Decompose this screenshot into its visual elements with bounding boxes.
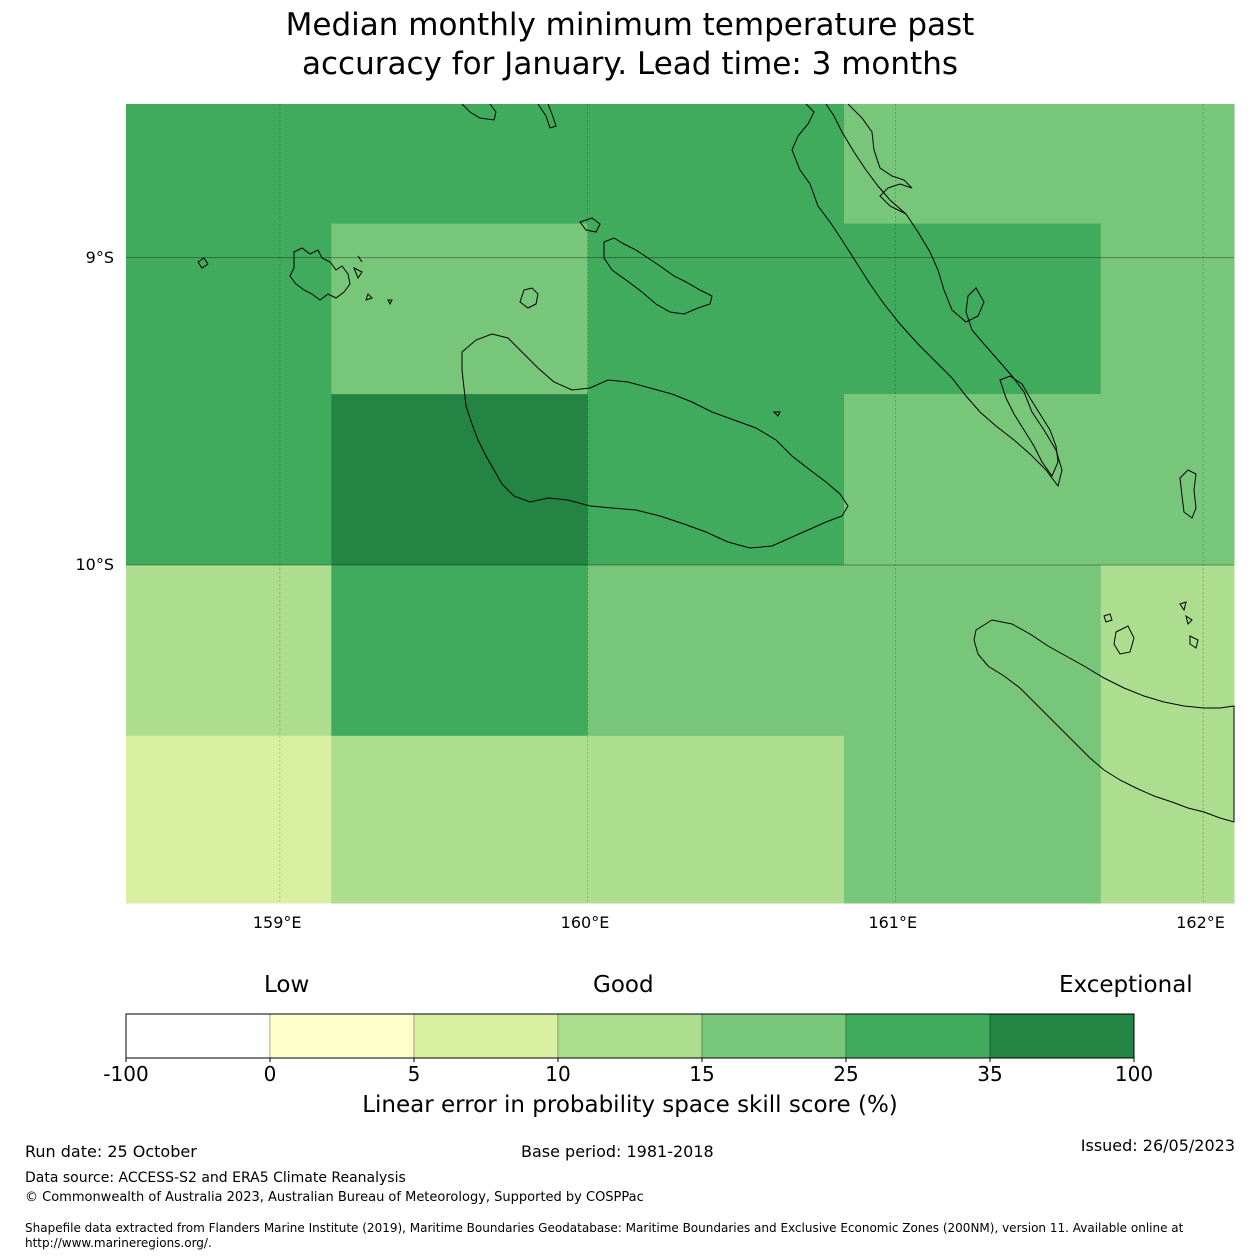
coast-guadalcanal — [461, 333, 849, 549]
colorbar-tick-label: 35 — [977, 1062, 1003, 1086]
coast-savo — [579, 217, 601, 233]
skill-cell — [331, 223, 589, 395]
skill-cell — [126, 104, 332, 225]
skill-cell — [331, 394, 589, 566]
skill-cell — [126, 735, 332, 904]
colorbar-tick-label: 100 — [1114, 1062, 1154, 1086]
longitude-tick-label: 161°E — [868, 913, 918, 932]
skill-cell — [844, 735, 1102, 904]
skill-cell — [1100, 735, 1235, 904]
coast-russell-islet-4 — [387, 299, 393, 306]
shapefile-credit-line-1: Shapefile data extracted from Flanders M… — [25, 1221, 1184, 1235]
coast-florida-islands — [603, 237, 713, 315]
colorbar-low-label: Low — [264, 972, 310, 998]
data-source: Data source: ACCESS-S2 and ERA5 Climate … — [25, 1170, 406, 1186]
coast-russell-west — [197, 257, 209, 269]
colorbar-segment — [413, 1013, 559, 1059]
base-period: Base period: 1981-2018 — [521, 1142, 714, 1161]
skill-cell — [1100, 223, 1235, 395]
colorbar-segment — [269, 1013, 415, 1059]
colorbar-segment — [701, 1013, 847, 1059]
skill-cell — [587, 735, 845, 904]
coast-russell-islet-3 — [365, 293, 373, 301]
colorbar-good-label: Good — [593, 972, 654, 998]
coast-makira-islet-2 — [1113, 625, 1135, 655]
colorbar-label: Linear error in probability space skill … — [362, 1092, 898, 1118]
coast-ulawa — [1179, 469, 1197, 519]
colorbar-tick-label: 15 — [689, 1062, 715, 1086]
graticule — [126, 104, 1234, 903]
skill-cell — [587, 564, 845, 737]
skill-cell — [844, 223, 1102, 395]
skill-cell — [844, 394, 1102, 566]
run-date: Run date: 25 October — [25, 1142, 197, 1161]
colorbar — [125, 1013, 1135, 1062]
skill-cell — [587, 104, 845, 225]
coast-russell-islet-2 — [357, 255, 363, 263]
coast-makira-islet-5 — [1189, 635, 1199, 649]
coast-small-island — [519, 287, 539, 309]
issued-date: Issued: 26/05/2023 — [1080, 1136, 1235, 1155]
skill-cell — [1100, 104, 1235, 225]
latitude-tick-label: 9°S — [85, 247, 114, 267]
skill-cell — [331, 735, 589, 904]
chart-title: Median monthly minimum temperature past … — [0, 6, 1260, 84]
skill-cell — [331, 104, 589, 225]
latitude-tick-label: 10°S — [75, 554, 114, 574]
coast-small-malaita — [999, 375, 1059, 478]
colorbar-tick-label: 10 — [545, 1062, 571, 1086]
longitude-tick-label: 162°E — [1176, 913, 1225, 932]
title-line-2: accuracy for January. Lead time: 3 month… — [301, 46, 958, 82]
shapefile-credit-line-2: http://www.marineregions.org/. — [25, 1236, 212, 1250]
skill-cell — [331, 564, 589, 737]
skill-cell — [1100, 394, 1235, 566]
skill-cell — [126, 394, 332, 566]
coast-makira-islet-4 — [1185, 614, 1193, 625]
skill-cell — [844, 104, 1102, 225]
colorbar-segment — [557, 1013, 703, 1059]
coast-makira-islet-3 — [1179, 601, 1187, 612]
colorbar-tick-label: 25 — [833, 1062, 859, 1086]
colorbar-tick-label: -100 — [103, 1062, 149, 1086]
skill-cell — [587, 223, 845, 395]
longitude-tick-label: 160°E — [560, 913, 610, 932]
coast-malaita-north — [847, 103, 913, 215]
colorbar-segment — [989, 1013, 1135, 1059]
longitude-tick-label: 159°E — [252, 913, 302, 932]
coast-makira — [973, 619, 1235, 823]
coastlines — [197, 103, 1235, 823]
skill-cell — [844, 564, 1102, 737]
skill-cell — [126, 223, 332, 395]
colorbar-segment — [845, 1013, 991, 1059]
title-line-1: Median monthly minimum temperature past — [285, 7, 975, 43]
coast-guadalcanal-islet — [772, 411, 781, 417]
colorbar-segment — [125, 1013, 271, 1059]
skill-map — [126, 103, 1235, 904]
skill-cell — [126, 564, 332, 737]
copyright: © Commonwealth of Australia 2023, Austra… — [25, 1190, 644, 1205]
colorbar-tick-label: 0 — [263, 1062, 277, 1086]
coast-malaita — [791, 103, 1063, 488]
coast-makira-islet-1 — [1103, 613, 1113, 623]
skill-cells — [126, 104, 1235, 904]
colorbar-tick-label: 5 — [407, 1062, 421, 1086]
coast-top-island-2 — [537, 103, 557, 129]
colorbar-exceptional-label: Exceptional — [1059, 972, 1193, 998]
coast-top-island-1 — [461, 103, 497, 121]
coast-russell-islands — [289, 247, 351, 301]
coast-russell-islet-1 — [353, 266, 363, 280]
colorbar-frame — [125, 1013, 1135, 1059]
